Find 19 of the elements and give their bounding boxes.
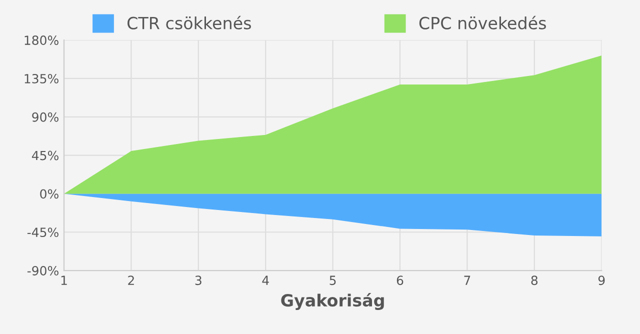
x-tick-label: 8	[531, 276, 538, 286]
x-tick-label: 3	[195, 276, 202, 286]
x-tick-label: 1	[61, 276, 67, 285]
legend-label: CPC növekedés	[419, 16, 546, 30]
y-tick-label: 135%	[24, 74, 58, 84]
y-tick-label: 180%	[24, 36, 58, 46]
y-tick-label: -90%	[27, 266, 58, 276]
x-tick-label: 9	[598, 276, 605, 286]
x-tick-label: 2	[128, 276, 134, 285]
y-tick-label: 45%	[32, 150, 58, 160]
x-axis-title: Gyakoriság	[281, 293, 384, 310]
y-tick-label: -45%	[27, 228, 58, 238]
x-tick-label: 7	[464, 276, 470, 285]
x-tick-label: 5	[330, 276, 336, 286]
y-tick-label: 90%	[32, 112, 58, 122]
x-tick-label: 4	[262, 276, 269, 285]
legend-label: CTR csökkenés	[128, 16, 251, 30]
x-tick-label: 6	[396, 276, 404, 286]
y-tick-label: 0%	[40, 189, 58, 199]
